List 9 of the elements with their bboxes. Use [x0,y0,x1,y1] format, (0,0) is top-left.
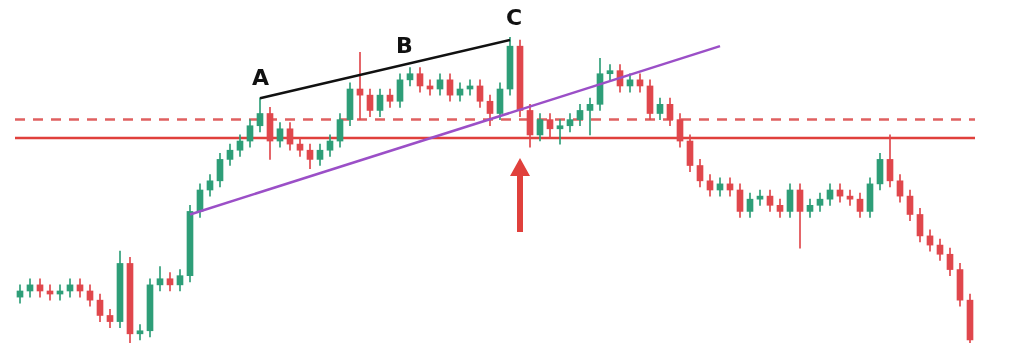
text: C [506,5,523,30]
candlestick [606,64,614,81]
annotation: B [396,33,413,58]
annotation: A [252,65,270,90]
candlestick [846,189,854,206]
candlestick [136,324,144,341]
candlestick [586,97,594,136]
candlestick [756,189,764,206]
candlestick [556,119,564,145]
